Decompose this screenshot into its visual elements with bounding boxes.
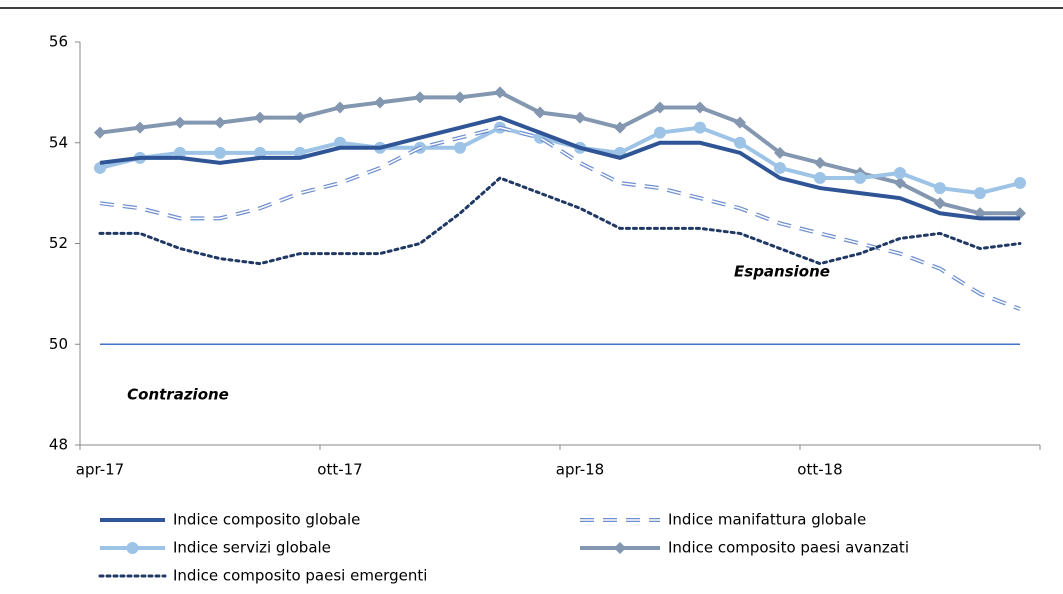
x-tick-label: ott-18 <box>797 461 842 479</box>
series-line <box>99 90 1020 216</box>
series-marker <box>574 111 586 124</box>
series-marker <box>774 146 786 159</box>
series-marker <box>414 91 426 104</box>
series-marker <box>934 182 946 195</box>
series-marker <box>294 111 306 124</box>
legend-marker <box>126 542 139 554</box>
series-marker <box>654 101 666 114</box>
series-marker <box>134 121 146 134</box>
series-marker <box>774 161 786 174</box>
series-line <box>99 125 1021 311</box>
series-marker <box>214 146 226 159</box>
series-marker <box>534 106 546 119</box>
series-marker <box>734 116 746 129</box>
legend-label: Indice composito paesi avanzati <box>668 539 909 557</box>
series-marker <box>94 161 106 174</box>
series-marker <box>334 101 346 114</box>
series-marker <box>1014 207 1026 220</box>
series-marker <box>854 172 866 185</box>
legend-label: Indice servizi globale <box>173 539 331 557</box>
series-line-inner <box>99 126 1021 310</box>
series-marker <box>654 126 666 139</box>
series-marker <box>494 86 506 99</box>
series-line <box>98 176 1022 266</box>
series-marker <box>214 116 226 129</box>
series-marker <box>174 146 186 159</box>
annotation: Espansione <box>734 263 830 281</box>
series-line <box>99 125 1021 196</box>
x-tick-label: apr-18 <box>556 461 604 479</box>
series-marker <box>254 111 266 124</box>
series-marker <box>374 96 386 109</box>
y-tick-label: 52 <box>49 234 68 252</box>
series-marker <box>974 187 986 200</box>
series-marker <box>94 126 106 139</box>
series-marker <box>454 141 466 154</box>
series-marker <box>814 172 826 185</box>
series-marker <box>734 136 746 149</box>
series-marker <box>454 91 466 104</box>
legend-label: Indice composito globale <box>173 511 360 529</box>
annotation: Contrazione <box>127 386 229 404</box>
series-marker <box>254 146 266 159</box>
series-marker <box>694 121 706 134</box>
y-tick-label: 54 <box>49 133 68 151</box>
legend-label: Indice composito paesi emergenti <box>173 567 427 585</box>
legend-marker <box>614 542 626 554</box>
y-tick-label: 48 <box>49 436 68 454</box>
series-marker <box>1014 177 1026 190</box>
series-marker <box>894 166 906 179</box>
series-marker <box>614 121 626 134</box>
x-tick-label: apr-17 <box>76 461 124 479</box>
series-marker <box>934 197 946 210</box>
series-marker <box>174 116 186 129</box>
series-marker <box>894 177 906 190</box>
x-tick-label: ott-17 <box>317 461 362 479</box>
legend-label: Indice manifattura globale <box>668 511 866 529</box>
series-marker <box>694 101 706 114</box>
y-tick-label: 56 <box>49 33 68 51</box>
y-tick-label: 50 <box>49 335 68 353</box>
series-line <box>99 115 1020 221</box>
series-marker <box>334 136 346 149</box>
series-marker <box>814 156 826 169</box>
